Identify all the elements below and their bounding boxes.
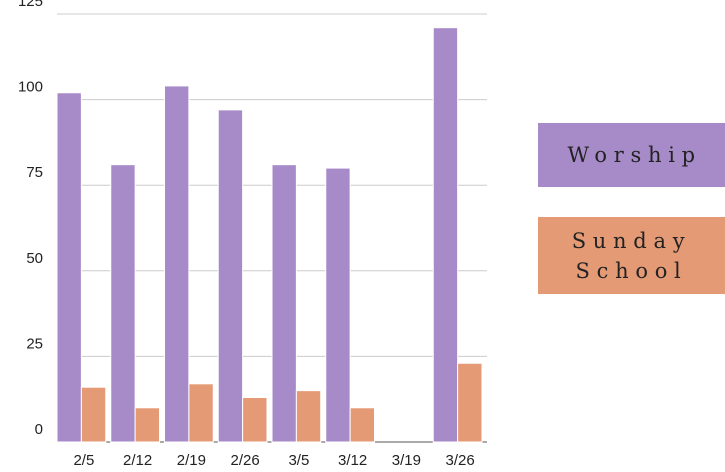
bar bbox=[217, 109, 244, 443]
x-tick-label: 3/19 bbox=[392, 452, 421, 469]
x-tick-label: 2/5 bbox=[73, 452, 94, 469]
bar bbox=[349, 407, 375, 443]
x-tick-label: 2/12 bbox=[123, 452, 152, 469]
bar bbox=[80, 386, 107, 443]
bar bbox=[242, 396, 268, 443]
bar bbox=[432, 27, 459, 443]
bar bbox=[295, 390, 322, 443]
bar bbox=[271, 164, 297, 443]
legend-item: Worship bbox=[538, 123, 725, 187]
bar bbox=[188, 383, 214, 443]
bar bbox=[56, 92, 82, 443]
y-tick-label: 25 bbox=[26, 335, 43, 352]
y-tick-label: 125 bbox=[18, 0, 43, 10]
legend-item: Sunday School bbox=[538, 217, 725, 294]
bar bbox=[134, 407, 160, 443]
x-tick-label: 3/12 bbox=[338, 452, 367, 469]
bar bbox=[110, 164, 136, 443]
x-tick-label: 2/26 bbox=[231, 452, 260, 469]
bar bbox=[164, 85, 190, 443]
y-tick-label: 100 bbox=[18, 79, 43, 96]
x-tick-label: 3/26 bbox=[446, 452, 475, 469]
y-tick-label: 50 bbox=[26, 250, 43, 267]
bar bbox=[457, 362, 483, 443]
x-tick-label: 2/19 bbox=[177, 452, 206, 469]
y-tick-label: 75 bbox=[26, 164, 43, 181]
x-tick-label: 3/5 bbox=[288, 452, 309, 469]
bar bbox=[325, 167, 351, 443]
y-tick-label: 0 bbox=[35, 421, 43, 438]
